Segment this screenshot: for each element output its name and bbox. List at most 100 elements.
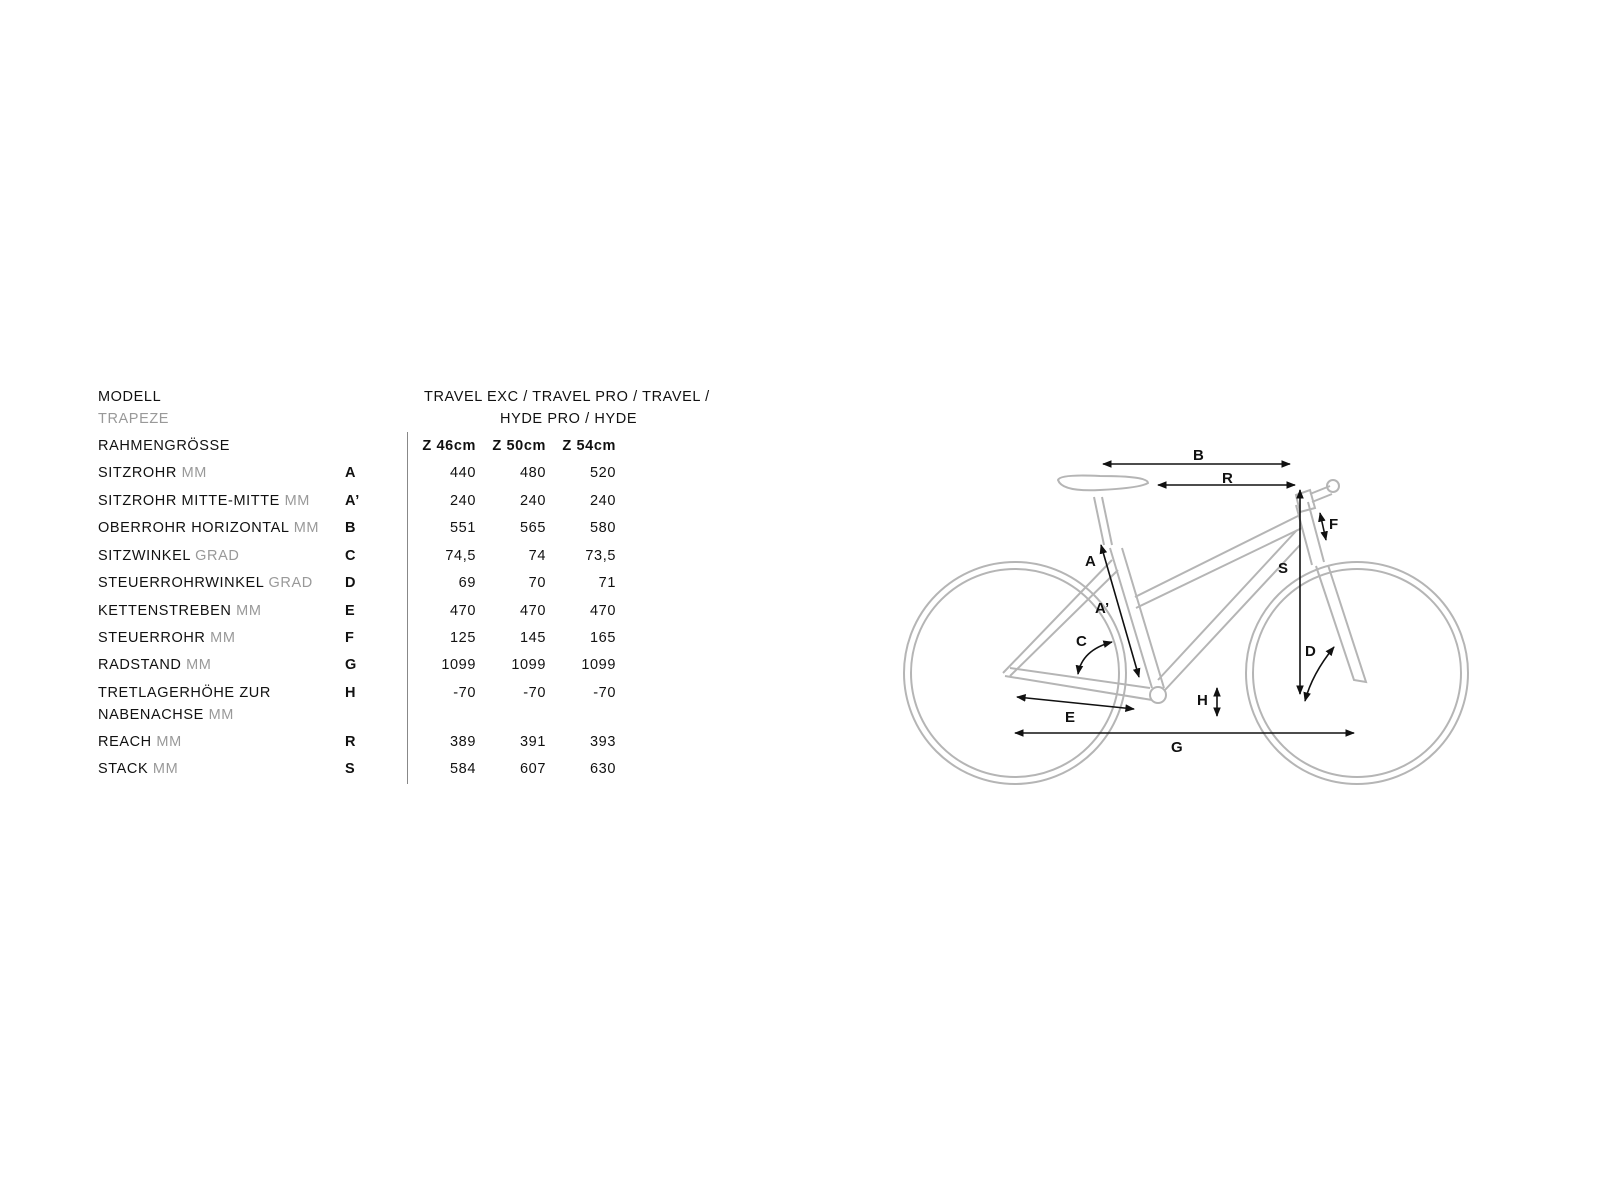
row-label: OBERROHR HORIZONTAL MM	[98, 520, 319, 536]
row-value: -70	[593, 685, 616, 701]
row-name: STEUERROHR	[98, 630, 206, 646]
row-value: 71	[598, 575, 616, 591]
row-code: A’	[345, 493, 360, 509]
front-wheel	[1245, 561, 1469, 785]
row-value: 240	[520, 493, 546, 509]
handlebar	[1326, 479, 1340, 493]
bottom-bracket	[1149, 686, 1167, 704]
front-rim	[1252, 568, 1462, 778]
model-sub: TRAPEZE	[98, 411, 170, 427]
label-d: D	[1305, 643, 1316, 660]
row-unit: MM	[293, 520, 320, 536]
row-value: -70	[453, 685, 476, 701]
model-names-line2: HYDE PRO / HYDE	[500, 411, 638, 427]
row-label: STEUERROHRWINKEL GRAD	[98, 575, 313, 591]
row-value: 470	[450, 603, 476, 619]
row-code: D	[345, 575, 357, 591]
model-label: MODELL	[98, 389, 162, 405]
row-label-line2: NABENACHSE MM	[98, 707, 234, 723]
down-tube	[1157, 529, 1301, 691]
seatpost	[1093, 496, 1113, 546]
row-value: 1099	[581, 657, 616, 673]
bike-frame-drawing	[903, 474, 1469, 785]
label-f: F	[1329, 516, 1338, 533]
row-value: 470	[520, 603, 546, 619]
row-value: 393	[590, 734, 616, 750]
top-tube	[1134, 514, 1303, 609]
row-name: NABENACHSE	[98, 707, 204, 723]
row-value: 607	[520, 761, 546, 777]
row-label: SITZWINKEL GRAD	[98, 548, 239, 564]
row-code: R	[345, 734, 357, 750]
row-name: STACK	[98, 761, 149, 777]
seatstay	[1002, 559, 1119, 677]
row-label: SITZROHR MITTE-MITTE MM	[98, 493, 310, 509]
row-value: -70	[523, 685, 546, 701]
row-label: SITZROHR MM	[98, 465, 207, 481]
row-value: 74	[528, 548, 546, 564]
arrow-e	[1016, 694, 1135, 712]
size-label: RAHMENGRÖSSE	[98, 438, 231, 454]
column-divider	[407, 432, 408, 784]
fork	[1315, 564, 1368, 684]
row-name: RADSTAND	[98, 657, 182, 673]
row-code: B	[345, 520, 357, 536]
label-e: E	[1065, 709, 1075, 726]
label-g: G	[1171, 739, 1183, 756]
arrow-a	[1099, 544, 1141, 678]
row-code: G	[345, 657, 357, 673]
row-unit: GRAD	[268, 575, 313, 591]
row-value: 165	[590, 630, 616, 646]
row-name: KETTENSTREBEN	[98, 603, 232, 619]
row-name: OBERROHR HORIZONTAL	[98, 520, 290, 536]
row-value: 125	[450, 630, 476, 646]
row-value: 565	[520, 520, 546, 536]
row-value: 73,5	[585, 548, 616, 564]
row-code: S	[345, 761, 356, 777]
row-value: 74,5	[445, 548, 476, 564]
row-code: H	[345, 685, 357, 701]
row-value: 145	[520, 630, 546, 646]
row-name: REACH	[98, 734, 152, 750]
row-value: 580	[590, 520, 616, 536]
row-unit: GRAD	[195, 548, 240, 564]
row-value: 584	[450, 761, 476, 777]
row-name: TRETLAGERHÖHE ZUR	[98, 685, 271, 701]
row-value: 480	[520, 465, 546, 481]
row-code: F	[345, 630, 355, 646]
row-unit: MM	[208, 707, 234, 723]
row-unit: MM	[181, 465, 207, 481]
arrow-d	[1303, 646, 1335, 702]
label-c: C	[1076, 633, 1087, 650]
label-b: B	[1193, 447, 1204, 464]
size-header: Z 46cm	[422, 438, 476, 454]
row-label: STEUERROHR MM	[98, 630, 236, 646]
row-name: SITZWINKEL	[98, 548, 191, 564]
row-name: STEUERROHRWINKEL	[98, 575, 264, 591]
row-label: KETTENSTREBEN MM	[98, 603, 262, 619]
row-code: E	[345, 603, 356, 619]
row-value: 240	[590, 493, 616, 509]
row-code: C	[345, 548, 357, 564]
row-unit: MM	[210, 630, 236, 646]
row-value: 391	[520, 734, 546, 750]
label-a: A	[1085, 553, 1096, 570]
row-label: TRETLAGERHÖHE ZUR	[98, 685, 271, 701]
row-unit: MM	[284, 493, 310, 509]
row-value: 630	[590, 761, 616, 777]
label-r: R	[1222, 470, 1233, 487]
row-label: REACH MM	[98, 734, 182, 750]
row-value: 520	[590, 465, 616, 481]
row-value: 70	[528, 575, 546, 591]
row-value: 389	[450, 734, 476, 750]
row-unit: MM	[156, 734, 182, 750]
row-unit: MM	[152, 761, 179, 777]
row-value: 240	[450, 493, 476, 509]
arrow-f	[1318, 512, 1328, 541]
row-value: 440	[450, 465, 476, 481]
arrow-c	[1075, 640, 1113, 675]
row-value: 69	[458, 575, 476, 591]
row-label: RADSTAND MM	[98, 657, 211, 673]
dimension-arrows	[1014, 460, 1355, 737]
row-value: 551	[450, 520, 476, 536]
